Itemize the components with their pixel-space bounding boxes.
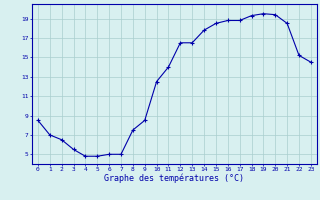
X-axis label: Graphe des températures (°C): Graphe des températures (°C) bbox=[104, 174, 244, 183]
